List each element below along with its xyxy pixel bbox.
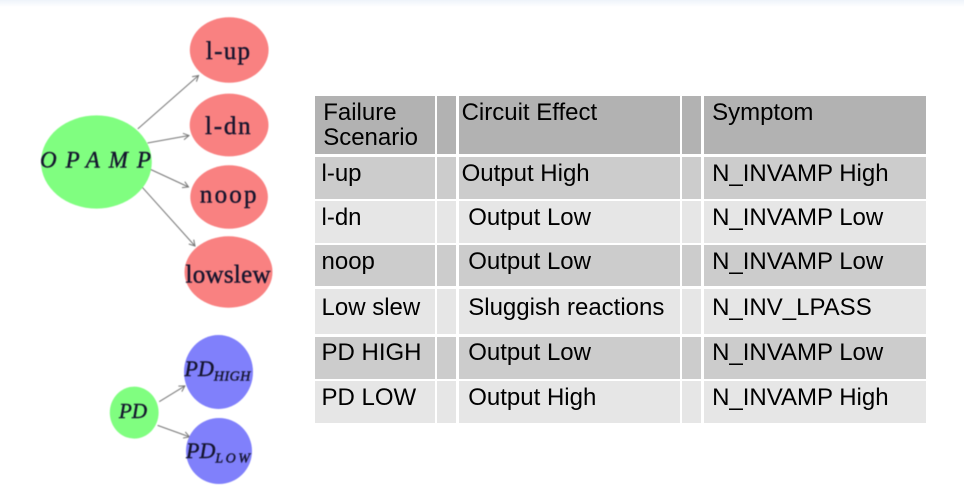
- svg-text:noop: noop: [200, 182, 259, 209]
- svg-text:lowslew: lowslew: [185, 261, 270, 288]
- svg-text:l-up: l-up: [206, 38, 251, 65]
- svg-text:PD: PD: [118, 399, 147, 423]
- svg-text:l-dn: l-dn: [205, 113, 252, 140]
- svg-text:OPAMP: OPAMP: [40, 148, 160, 173]
